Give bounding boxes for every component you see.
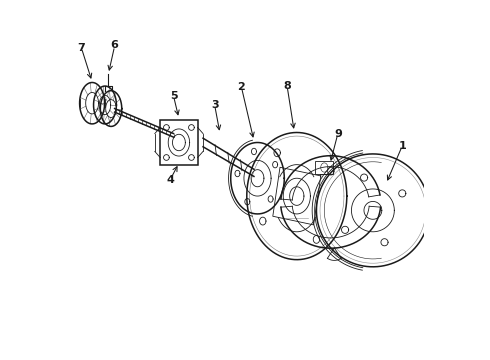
- Text: 2: 2: [238, 82, 245, 92]
- Bar: [316, 161, 333, 174]
- Text: 6: 6: [111, 40, 119, 50]
- Text: 1: 1: [398, 141, 406, 151]
- Text: 4: 4: [166, 175, 174, 185]
- Text: 3: 3: [211, 100, 219, 110]
- Text: 5: 5: [170, 91, 177, 101]
- Text: 8: 8: [283, 81, 291, 91]
- Text: 9: 9: [334, 129, 342, 139]
- Text: 7: 7: [77, 43, 85, 53]
